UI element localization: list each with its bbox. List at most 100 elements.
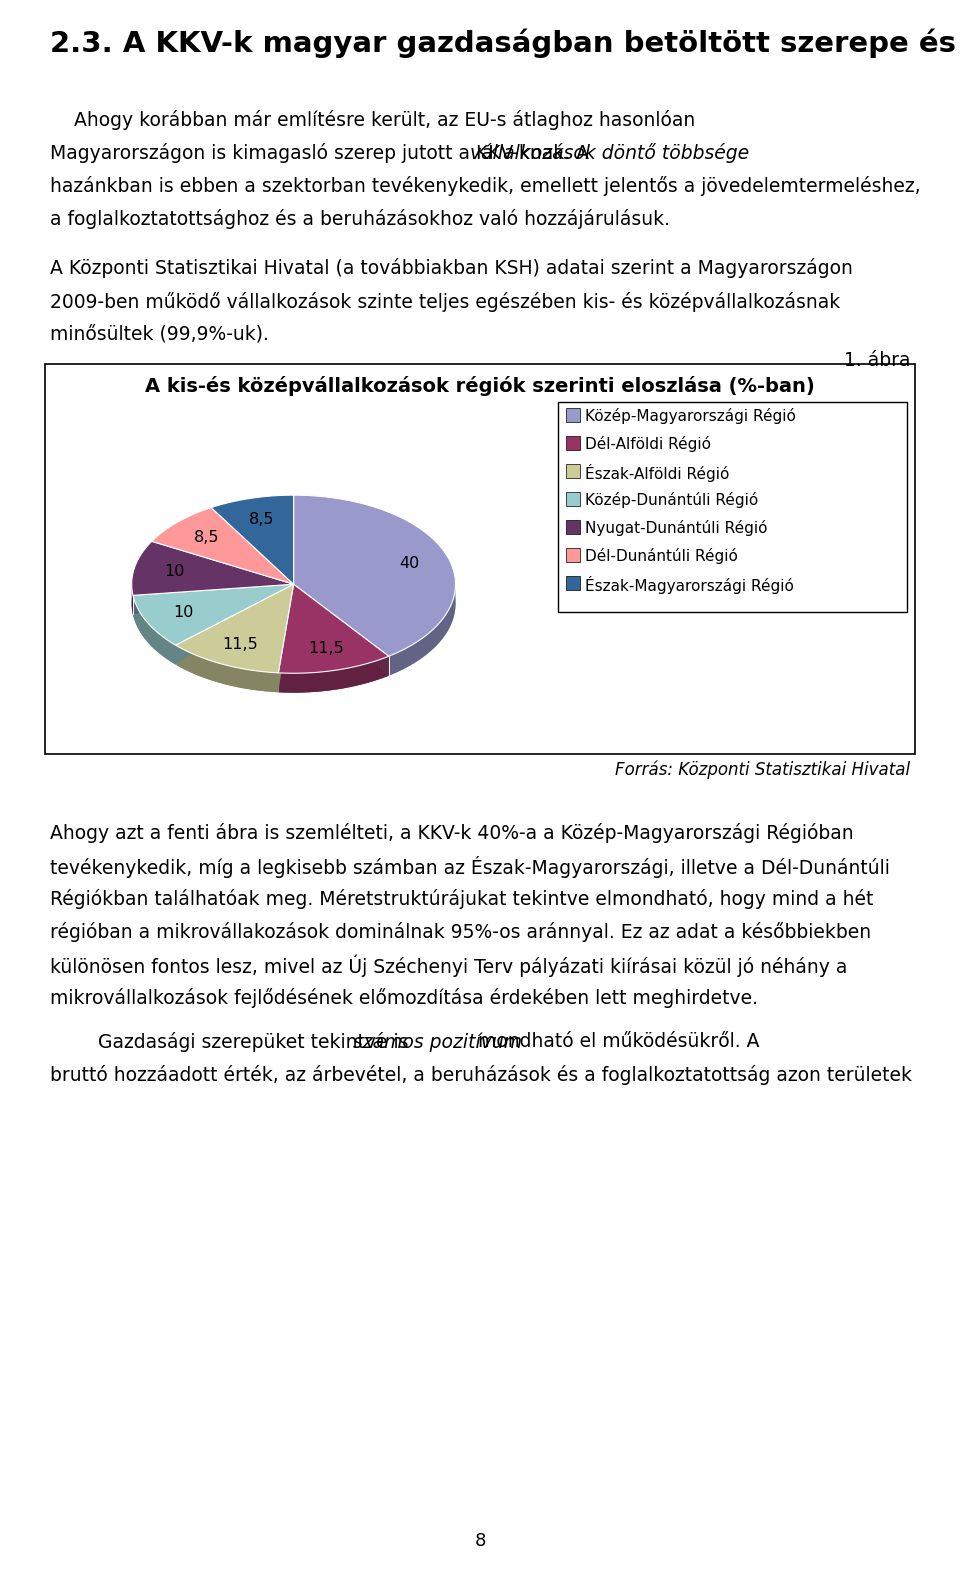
- Polygon shape: [375, 660, 377, 681]
- Polygon shape: [176, 584, 294, 692]
- Polygon shape: [405, 646, 410, 668]
- Polygon shape: [164, 638, 165, 658]
- Polygon shape: [259, 671, 261, 690]
- Text: a foglalkoztatottsághoz és a beruházásokhoz való hozzájárulásuk.: a foglalkoztatottsághoz és a beruházások…: [50, 208, 670, 229]
- Text: tevékenykedik, míg a legkisebb számban az Észak-Magyarországi, illetve a Dél-Dun: tevékenykedik, míg a legkisebb számban a…: [50, 855, 890, 878]
- Polygon shape: [263, 671, 265, 692]
- Polygon shape: [299, 673, 300, 693]
- Polygon shape: [302, 673, 304, 693]
- Polygon shape: [410, 644, 415, 666]
- Text: minősültek (99,9%-uk).: minősültek (99,9%-uk).: [50, 324, 269, 343]
- Polygon shape: [320, 673, 322, 692]
- Polygon shape: [294, 515, 455, 676]
- Polygon shape: [192, 653, 193, 674]
- Polygon shape: [180, 647, 181, 668]
- Polygon shape: [282, 673, 284, 693]
- Polygon shape: [294, 494, 455, 657]
- Text: 10: 10: [164, 564, 184, 579]
- Text: Közép-Magyarországi Régió: Közép-Magyarországi Régió: [586, 409, 796, 425]
- Polygon shape: [253, 671, 255, 690]
- Polygon shape: [201, 657, 203, 677]
- Text: Közép-Dunántúli Régió: Közép-Dunántúli Régió: [586, 491, 758, 509]
- Polygon shape: [236, 668, 238, 687]
- Polygon shape: [419, 638, 423, 660]
- Polygon shape: [242, 668, 244, 688]
- Polygon shape: [395, 652, 399, 674]
- Polygon shape: [172, 642, 173, 663]
- Polygon shape: [312, 673, 314, 692]
- Polygon shape: [306, 673, 308, 692]
- Polygon shape: [198, 657, 200, 676]
- Text: számos pozitívum: számos pozitívum: [353, 1032, 522, 1053]
- Polygon shape: [224, 665, 225, 684]
- Text: A Központi Statisztikai Hivatal (a továbbiakban KSH) adatai szerint a Magyarorsz: A Központi Statisztikai Hivatal (a továb…: [50, 259, 852, 278]
- Polygon shape: [300, 673, 302, 693]
- Polygon shape: [203, 658, 204, 677]
- Text: Gazdasági szerepüket tekintve is: Gazdasági szerepüket tekintve is: [50, 1032, 415, 1053]
- Polygon shape: [161, 636, 162, 655]
- Polygon shape: [261, 671, 263, 692]
- Polygon shape: [377, 660, 379, 681]
- Polygon shape: [273, 673, 275, 692]
- Polygon shape: [382, 658, 384, 679]
- Polygon shape: [216, 663, 218, 682]
- Text: A kis-és középvállalkozások régiók szerinti eloszlása (%-ban): A kis-és középvállalkozások régiók szeri…: [145, 377, 815, 396]
- Polygon shape: [209, 660, 211, 681]
- Polygon shape: [290, 673, 292, 693]
- Polygon shape: [380, 658, 382, 679]
- Polygon shape: [188, 652, 190, 673]
- Polygon shape: [184, 650, 185, 669]
- Polygon shape: [152, 526, 294, 584]
- Text: vállalkozások döntő többsége: vállalkozások döntő többsége: [470, 143, 749, 164]
- Polygon shape: [162, 636, 163, 657]
- Text: Ahogy azt a fenti ábra is szemlélteti, a KKV-k 40%-a a Közép-Magyarországi Régió: Ahogy azt a fenti ábra is szemlélteti, a…: [50, 822, 853, 843]
- Text: 2.3. A KKV-k magyar gazdaságban betöltött szerepe és jelentősége: 2.3. A KKV-k magyar gazdaságban betöltöt…: [50, 29, 960, 57]
- Polygon shape: [362, 665, 363, 684]
- Polygon shape: [427, 631, 431, 653]
- Polygon shape: [345, 668, 347, 688]
- Polygon shape: [363, 665, 365, 684]
- Polygon shape: [179, 647, 180, 666]
- Polygon shape: [276, 673, 278, 692]
- Polygon shape: [244, 669, 246, 688]
- Text: régióban a mikrovállakozások dominálnak 95%-os aránnyal. Ez az adat a későbbiekb: régióban a mikrovállakozások dominálnak …: [50, 922, 871, 941]
- Polygon shape: [450, 604, 451, 626]
- Text: 8: 8: [474, 1533, 486, 1550]
- Polygon shape: [356, 666, 358, 685]
- Polygon shape: [379, 660, 380, 679]
- Polygon shape: [314, 673, 316, 692]
- Polygon shape: [341, 669, 343, 688]
- Polygon shape: [358, 666, 360, 685]
- Polygon shape: [171, 642, 172, 663]
- Polygon shape: [170, 642, 171, 661]
- Bar: [566, 464, 580, 479]
- Polygon shape: [214, 661, 216, 682]
- Polygon shape: [297, 673, 299, 693]
- Polygon shape: [441, 619, 444, 641]
- Polygon shape: [182, 649, 184, 669]
- Polygon shape: [337, 669, 339, 690]
- Polygon shape: [316, 673, 318, 692]
- Text: Ahogy korábban már említésre került, az EU-s átlaghoz hasonlóan: Ahogy korábban már említésre került, az …: [50, 110, 695, 130]
- Bar: [559, 402, 907, 612]
- Polygon shape: [384, 658, 386, 677]
- Polygon shape: [369, 663, 371, 682]
- Polygon shape: [207, 660, 209, 679]
- Polygon shape: [352, 666, 354, 687]
- Polygon shape: [387, 657, 389, 676]
- Polygon shape: [211, 494, 294, 584]
- Text: Nyugat-Dunántúli Régió: Nyugat-Dunántúli Régió: [586, 520, 768, 536]
- Polygon shape: [213, 661, 214, 681]
- Polygon shape: [365, 663, 367, 684]
- Polygon shape: [294, 673, 297, 693]
- Polygon shape: [434, 625, 438, 647]
- Polygon shape: [163, 638, 164, 657]
- Polygon shape: [176, 646, 177, 665]
- Polygon shape: [453, 596, 454, 619]
- Polygon shape: [304, 673, 306, 693]
- Polygon shape: [165, 639, 167, 658]
- Text: Dél-Alföldi Régió: Dél-Alföldi Régió: [586, 436, 711, 452]
- Text: 1. ábra: 1. ábra: [844, 351, 910, 370]
- Polygon shape: [240, 668, 242, 688]
- Polygon shape: [444, 614, 445, 638]
